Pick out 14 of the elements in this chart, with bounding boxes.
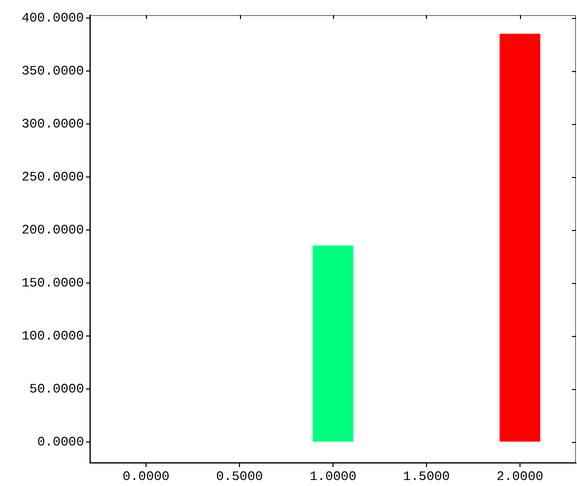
x-tick-label: 2.0000: [496, 469, 544, 484]
y-tick-label: 150.0000: [22, 275, 84, 290]
y-tick-label: 250.0000: [22, 169, 84, 184]
x-tick-label: 0.5000: [216, 469, 263, 484]
y-tick-label: 350.0000: [22, 64, 84, 79]
y-tick-label: 200.0000: [22, 222, 84, 238]
y-tick-label: 0.0000: [37, 434, 84, 450]
x-tick-label: 0.0000: [122, 469, 170, 484]
x-tick-label: 1.0000: [310, 469, 356, 484]
x-tick-label: 1.5000: [403, 469, 450, 484]
y-tick-label: 300.0000: [22, 116, 84, 132]
y-tick-label: 100.0000: [22, 328, 84, 344]
y-tick-label: 400.0000: [22, 10, 84, 26]
y-tick-label: 50.0000: [29, 381, 84, 396]
